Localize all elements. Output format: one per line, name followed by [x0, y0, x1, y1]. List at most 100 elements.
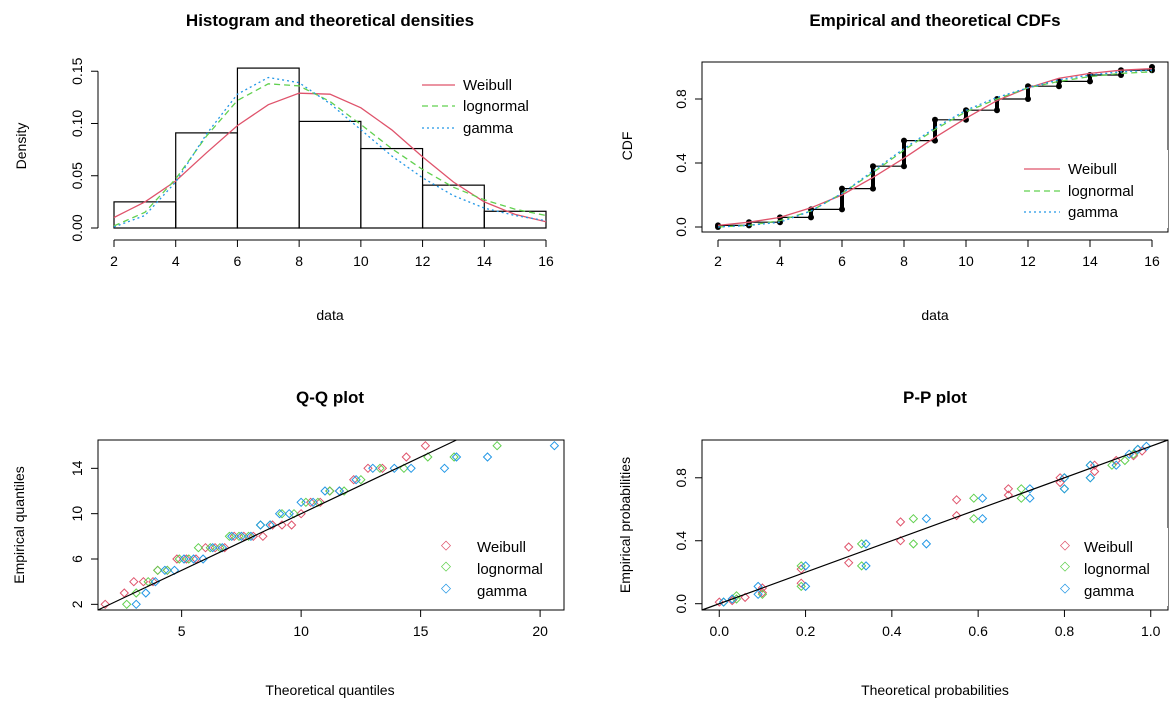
y-tick-label: 0.10 [69, 110, 85, 137]
x-tick-label: 14 [1082, 253, 1098, 269]
plot-area [97, 439, 560, 611]
data-point-weibull [363, 463, 373, 474]
y-axis: 0.0 0.4 0.8 [673, 468, 703, 613]
data-point-weibull [1128, 450, 1139, 461]
data-point-gamma [753, 589, 763, 600]
data-point-lognormal [277, 508, 287, 519]
data-point-weibull [727, 595, 737, 606]
legend-symbol-lognormal: ◇ [441, 558, 451, 573]
legend-box [1012, 150, 1168, 228]
y-axis: 0.0 0.4 0.8 [673, 89, 703, 237]
y-tick-label: 0.4 [673, 153, 689, 173]
data-point-lognormal [224, 531, 235, 542]
histogram-bar [113, 201, 177, 229]
legend-box [428, 528, 562, 606]
data-point-lognormal [796, 561, 806, 571]
x-axis-label: Theoretical probabilities [861, 682, 1009, 698]
ecdf-point [1087, 78, 1093, 85]
data-point-weibull [796, 564, 806, 574]
ecdf-point [839, 206, 845, 213]
plot-area [701, 439, 1169, 611]
data-point-weibull [172, 554, 182, 564]
data-point-lognormal [492, 440, 502, 451]
x-tick-label: 1.0 [1141, 623, 1161, 639]
legend-label-gamma: gamma [1084, 583, 1135, 600]
data-point-gamma [1085, 473, 1096, 483]
legend-label-lognormal: lognormal [463, 98, 529, 115]
chart-title: Empirical and theoretical CDFs [809, 11, 1060, 30]
data-point-weibull [348, 474, 359, 485]
legend-label-weibull: Weibull [1084, 539, 1133, 556]
data-point-lognormal [423, 452, 433, 462]
data-point-gamma [368, 463, 378, 474]
y-axis-label: Empirical probabilities [617, 457, 633, 593]
chart-title: Histogram and theoretical densities [186, 11, 474, 30]
y-tick-label: 0.0 [673, 217, 689, 237]
data-point-weibull [286, 520, 297, 530]
legend: Weibull lognormal gamma [422, 77, 529, 137]
x-tick-label: 0.8 [1055, 623, 1075, 639]
plot-area [715, 64, 1155, 230]
data-point-lognormal [1128, 449, 1139, 459]
data-point-gamma [451, 452, 462, 462]
ecdf-point [808, 214, 814, 221]
y-tick-label: 0.15 [69, 57, 85, 84]
x-tick-label: 16 [1144, 253, 1160, 269]
data-point-lognormal [856, 561, 867, 571]
y-axis: 0.00 0.05 0.10 0.15 [69, 57, 99, 242]
x-tick-label: 16 [538, 253, 554, 269]
legend-symbol-weibull: ◇ [441, 537, 451, 552]
x-axis-label: data [921, 307, 948, 323]
x-tick-label: 10 [958, 253, 974, 269]
data-point-gamma [1111, 460, 1121, 470]
x-tick-label: 0.0 [710, 623, 730, 639]
x-tick-label: 0.2 [796, 623, 816, 639]
ecdf-point [1056, 83, 1062, 90]
data-point-lognormal [131, 588, 141, 598]
y-tick-label: 0.05 [69, 162, 85, 189]
data-point-weibull [796, 578, 806, 588]
data-point-gamma [227, 531, 237, 542]
data-point-gamma [1133, 444, 1143, 455]
data-point-weibull [377, 463, 388, 474]
x-tick-label: 14 [476, 253, 492, 269]
x-tick-label: 5 [178, 623, 186, 639]
data-point-gamma [482, 452, 493, 462]
data-point-weibull [1003, 490, 1014, 500]
data-point-lognormal [234, 531, 244, 542]
series-line-lognormal [113, 83, 547, 227]
data-point-gamma [160, 565, 170, 576]
histogram-bar [360, 147, 424, 229]
data-point-weibull [1089, 466, 1100, 477]
x-tick-label: 6 [838, 253, 846, 269]
legend-symbol-lognormal: ◇ [1060, 558, 1070, 573]
legend-symbol-gamma: ◇ [1060, 580, 1070, 595]
ecdf-point [994, 107, 1000, 114]
data-point-lognormal [731, 591, 742, 601]
y-tick-label: 14 [69, 460, 85, 476]
panel-histogram: Histogram and theoretical densities data… [13, 11, 554, 323]
data-point-gamma [1141, 441, 1152, 452]
data-point-weibull [401, 452, 412, 462]
data-point-weibull [100, 599, 110, 610]
data-point-gamma [308, 497, 318, 508]
ecdf-point [901, 137, 907, 144]
data-point-weibull [138, 576, 149, 587]
x-tick-label: 15 [413, 623, 429, 639]
data-point-weibull [895, 535, 906, 546]
data-point-gamma [389, 463, 400, 474]
data-point-gamma [1025, 484, 1035, 494]
data-point-gamma [150, 576, 161, 587]
legend-box [1040, 528, 1168, 606]
legend-label-weibull: Weibull [1068, 161, 1117, 178]
data-point-lognormal [243, 531, 254, 542]
legend-label-gamma: gamma [1068, 204, 1119, 221]
x-tick-label: 8 [295, 253, 303, 269]
series-line-weibull [717, 67, 1153, 227]
data-point-weibull [267, 520, 278, 530]
data-point-weibull [1055, 473, 1065, 483]
data-point-weibull [714, 597, 725, 607]
y-tick-label: 0.00 [69, 214, 85, 241]
data-point-lognormal [193, 542, 204, 553]
data-point-gamma [141, 588, 151, 598]
